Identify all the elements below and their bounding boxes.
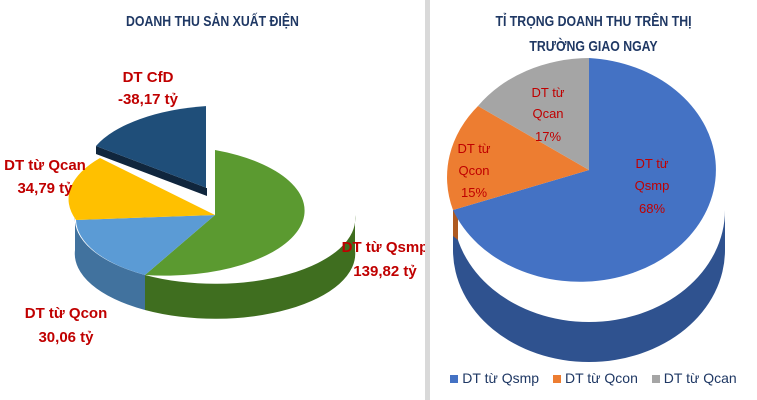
- right-chart-panel: TỈ TRỌNG DOANH THU TRÊN THỊ TRƯỜNG GIAO …: [430, 0, 757, 400]
- label2-qcan-name1: DT từ: [531, 85, 564, 100]
- legend-label-qsmp: DT từ Qsmp: [462, 370, 540, 386]
- label2-qcon-name2: Qcon: [458, 163, 489, 178]
- pie2-slice-qcan: [478, 58, 589, 170]
- pie-slice-cfd: [96, 106, 207, 188]
- right-chart-title-line1: TỈ TRỌNG DOANH THU TRÊN THỊ: [495, 13, 692, 30]
- legend-swatch-qcon: [552, 375, 561, 384]
- label2-qsmp-name1: DT từ: [635, 156, 668, 171]
- label-qcan-name: DT từ Qcan: [4, 157, 86, 174]
- label2-qcan-percent: 17%: [535, 129, 561, 144]
- pie-slice-qcon: [76, 215, 215, 275]
- pie-slice-qcan: [68, 158, 215, 220]
- right-chart-legend: DT từ Qsmp DT từ Qcon DT từ Qcan: [430, 370, 757, 386]
- right-pie-chart: DT từ Qcan 17% DT từ Qcon 15% DT từ Qsmp…: [447, 58, 725, 362]
- pie2-side-qsmp: [453, 210, 725, 362]
- pie-side-qsmp: [145, 215, 356, 319]
- label-cfd-value: -38,17 tỷ: [118, 91, 179, 108]
- label-qcon-name: DT từ Qcon: [25, 305, 108, 322]
- label-qcan-value: 34,79 tỷ: [17, 180, 73, 197]
- legend-item-qcon: DT từ Qcon: [552, 370, 638, 386]
- left-pie-chart: DT CfD -38,17 tỷ DT từ Qcan 34,79 tỷ DT …: [4, 69, 425, 346]
- label2-qcon-name1: DT từ: [457, 141, 490, 156]
- legend-swatch-qsmp: [450, 375, 459, 384]
- pie-slice-qsmp: [145, 150, 305, 276]
- label2-qcan-name2: Qcan: [532, 106, 563, 121]
- legend-label-qcan: DT từ Qcan: [663, 370, 737, 386]
- label2-qsmp-percent: 68%: [639, 201, 665, 216]
- label-qsmp-value: 139,82 tỷ: [353, 263, 417, 280]
- legend-item-qcan: DT từ Qcan: [651, 370, 737, 386]
- left-chart-panel: DOANH THU SẢN XUẤT ĐIỆN DT CfD -38,17 tỷ…: [4, 13, 425, 346]
- left-chart-title: DOANH THU SẢN XUẤT ĐIỆN: [126, 13, 299, 30]
- right-chart-title-line2: TRƯỜNG GIAO NGAY: [529, 38, 658, 55]
- pie2-slice-qcon: [447, 106, 589, 210]
- pie-side-cfd: [96, 146, 207, 196]
- label-qsmp-name: DT từ Qsmp: [342, 239, 425, 256]
- label2-qcon-percent: 15%: [461, 185, 487, 200]
- label-cfd-name: DT CfD: [123, 69, 174, 86]
- panel-divider: [425, 0, 430, 400]
- pie-side-qcon: [74, 215, 145, 310]
- pie2-side-qcon: [453, 210, 458, 240]
- label2-qsmp-name2: Qsmp: [635, 178, 670, 193]
- pie2-slice-qsmp: [453, 58, 716, 282]
- label-qcon-value: 30,06 tỷ: [38, 329, 94, 346]
- legend-item-qsmp: DT từ Qsmp: [450, 370, 539, 386]
- legend-label-qcon: DT từ Qcon: [564, 370, 638, 386]
- legend-swatch-qcan: [651, 375, 660, 384]
